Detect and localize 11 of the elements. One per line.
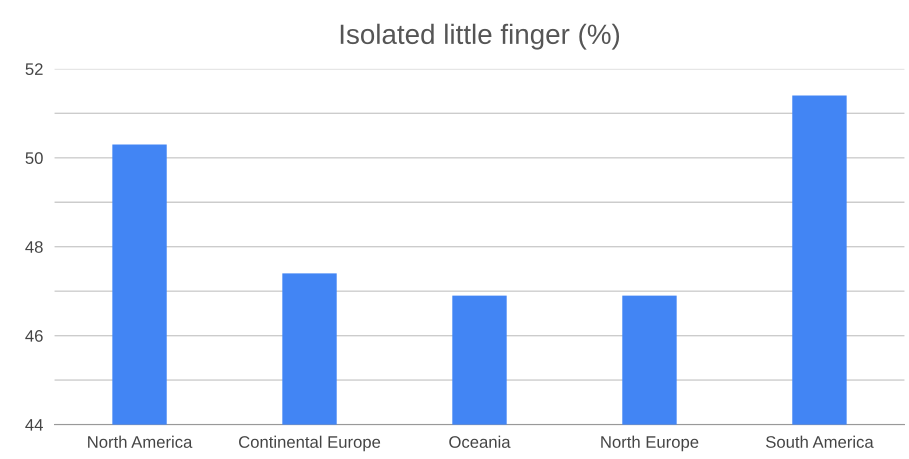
- y-tick-label: 48: [25, 241, 43, 253]
- chart-title: Isolated little finger (%): [340, 24, 620, 50]
- y-tick-label: 44: [25, 419, 43, 431]
- x-tick-label: Oceania: [449, 436, 511, 448]
- y-tick-label: 46: [25, 330, 43, 342]
- x-tick-label: South America: [766, 436, 874, 448]
- y-tick-label: 52: [26, 63, 43, 76]
- x-tick-label: North America: [88, 436, 192, 448]
- x-tick-label: North Europe: [601, 436, 698, 452]
- y-tick-label: 50: [26, 152, 43, 164]
- x-tick-label: Continental Europe: [239, 436, 380, 452]
